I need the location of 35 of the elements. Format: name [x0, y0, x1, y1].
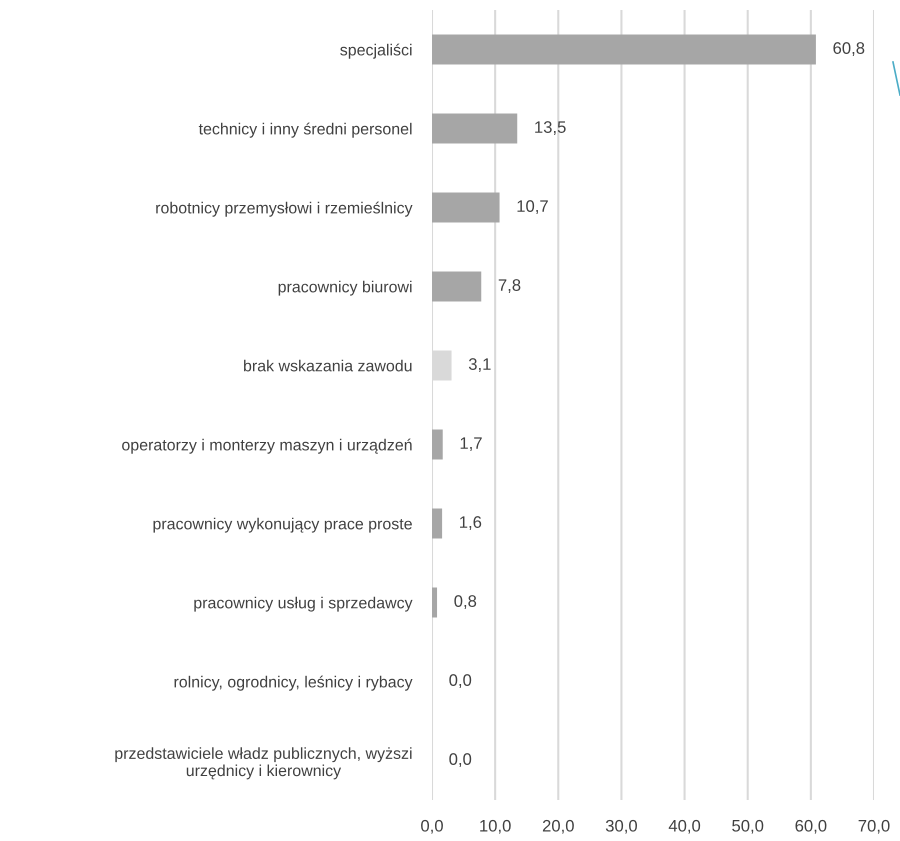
x-tick-label: 0,0 [421, 820, 443, 834]
bar [432, 429, 443, 460]
y-tick-label: rolnicy, ogrodnicy, leśnicy i rybacy [174, 676, 413, 691]
data-label: 1,6 [460, 516, 482, 530]
y-tick-label: pracownicy wykonujący prace proste [153, 518, 412, 533]
y-tick-label: przedstawiciele władz publicznych, wyższi urzędnicy i kierownicy [115, 747, 412, 780]
bar [432, 508, 442, 539]
x-tick-label: 40,0 [668, 820, 700, 834]
bar [432, 587, 438, 618]
data-label: 0,0 [449, 753, 472, 767]
y-tick-label: technicy i inny średni personel [198, 122, 412, 138]
x-tick-label: 10,0 [480, 820, 511, 834]
data-label: 1,7 [460, 437, 482, 451]
y-tick-label: pracownicy usług i sprzedawcy [194, 596, 413, 612]
data-label: 60,8 [833, 42, 864, 56]
bar [432, 34, 816, 65]
data-label: 3,1 [468, 358, 491, 372]
bar [432, 192, 500, 223]
bar [432, 113, 518, 144]
y-tick-label: operatorzy i monterzy maszyn i urządzeń [122, 438, 412, 454]
y-tick-label: robotnicy przemysłowi i rzemieślnicy [156, 202, 413, 217]
x-tick-label: 50,0 [732, 820, 764, 834]
x-tick-label: 30,0 [606, 820, 637, 834]
data-label: 0,0 [449, 674, 472, 688]
data-label: 7,8 [498, 279, 520, 293]
y-tick-label: pracownicy biurowi [278, 280, 412, 296]
data-label: 10,7 [518, 200, 548, 214]
data-label: 13,5 [535, 121, 566, 135]
y-tick-label: brak wskazania zawodu [244, 360, 412, 372]
x-tick-label: 60,0 [795, 820, 826, 834]
x-tick-label: 20,0 [542, 820, 574, 834]
x-tick-label: 70,0 [858, 820, 890, 834]
data-label: 0,8 [454, 595, 476, 609]
y-tick-label: specjaliści [340, 44, 412, 59]
bar [432, 271, 482, 302]
